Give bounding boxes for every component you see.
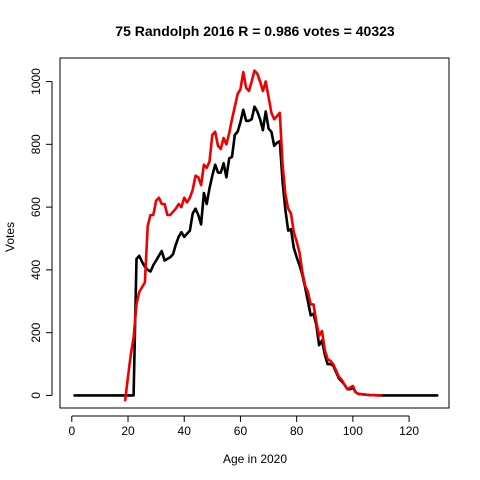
series-line-black <box>73 105 439 397</box>
x-axis: 0 20 40 60 80 100 120 <box>68 415 419 438</box>
y-tick-label: 1000 <box>29 68 43 95</box>
chart-title: 75 Randolph 2016 R = 0.986 votes = 40323 <box>115 23 395 39</box>
y-tick-label: 600 <box>29 197 43 217</box>
x-axis-label: Age in 2020 <box>223 452 287 466</box>
y-tick-label: 200 <box>29 322 43 342</box>
series-line-red <box>123 69 383 402</box>
y-tick-label: 400 <box>29 260 43 280</box>
x-tick-label: 40 <box>178 424 192 438</box>
y-tick-label: 0 <box>29 392 43 399</box>
x-tick-label: 20 <box>121 424 135 438</box>
y-axis-label: Votes <box>3 222 17 252</box>
x-tick-label: 80 <box>290 424 304 438</box>
y-tick-label: 800 <box>29 134 43 154</box>
plot-area <box>73 69 439 402</box>
y-axis: 0 200 400 600 800 1000 <box>29 68 53 399</box>
plot-frame <box>59 57 450 409</box>
x-tick-label: 60 <box>234 424 248 438</box>
x-tick-label: 120 <box>399 424 419 438</box>
x-tick-label: 0 <box>68 424 75 438</box>
x-tick-label: 100 <box>343 424 363 438</box>
